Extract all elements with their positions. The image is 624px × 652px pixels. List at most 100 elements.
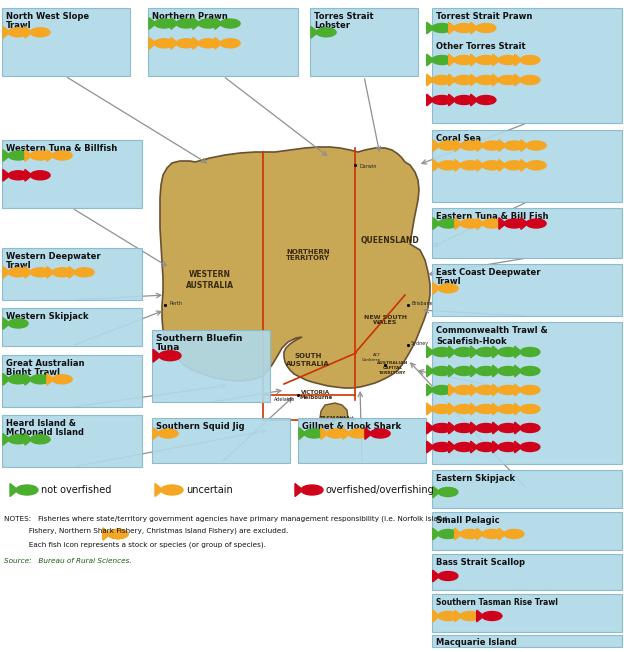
Polygon shape: [25, 27, 32, 38]
Text: Each fish icon represents a stock or species (or group of species).: Each fish icon represents a stock or spe…: [4, 541, 266, 548]
Polygon shape: [449, 365, 456, 377]
Text: Fishery, Northern Shark Fishery, Christmas Island Fishery) are excluded.: Fishery, Northern Shark Fishery, Christm…: [4, 528, 288, 535]
Ellipse shape: [520, 366, 540, 376]
Polygon shape: [493, 441, 500, 453]
Polygon shape: [455, 140, 462, 151]
Text: Heard Island &: Heard Island &: [6, 419, 76, 428]
Polygon shape: [477, 140, 484, 151]
Text: QUEENSLAND: QUEENSLAND: [361, 235, 419, 244]
Polygon shape: [449, 74, 456, 86]
Polygon shape: [343, 428, 350, 439]
Ellipse shape: [326, 429, 346, 438]
Ellipse shape: [432, 95, 452, 104]
Ellipse shape: [520, 443, 540, 451]
Ellipse shape: [460, 529, 480, 539]
Polygon shape: [433, 160, 440, 171]
Polygon shape: [321, 428, 328, 439]
Ellipse shape: [476, 95, 496, 104]
Ellipse shape: [482, 529, 502, 539]
Text: Eastern Tuna & Bill Fish: Eastern Tuna & Bill Fish: [436, 212, 548, 221]
Text: Torres Strait: Torres Strait: [314, 12, 374, 21]
Ellipse shape: [482, 141, 502, 150]
Ellipse shape: [432, 76, 452, 85]
Ellipse shape: [454, 348, 474, 357]
Polygon shape: [477, 610, 484, 622]
Polygon shape: [427, 365, 434, 377]
Ellipse shape: [498, 55, 518, 65]
Ellipse shape: [438, 141, 458, 150]
Ellipse shape: [520, 385, 540, 394]
Text: Hobart: Hobart: [337, 416, 354, 421]
Polygon shape: [470, 365, 478, 377]
Text: Gillnet & Hook Shark: Gillnet & Hook Shark: [302, 422, 401, 431]
Polygon shape: [470, 346, 478, 358]
Ellipse shape: [301, 485, 323, 495]
Ellipse shape: [504, 529, 524, 539]
Ellipse shape: [454, 424, 474, 432]
Polygon shape: [470, 422, 478, 434]
Ellipse shape: [52, 375, 72, 384]
Ellipse shape: [8, 151, 28, 160]
Ellipse shape: [108, 529, 128, 539]
Polygon shape: [171, 37, 178, 49]
Polygon shape: [493, 346, 500, 358]
Polygon shape: [427, 54, 434, 66]
Ellipse shape: [482, 612, 502, 621]
Text: WESTERN
AUSTRALIA: WESTERN AUSTRALIA: [186, 271, 234, 289]
Polygon shape: [427, 94, 434, 106]
Polygon shape: [493, 384, 500, 396]
Polygon shape: [3, 318, 10, 329]
Ellipse shape: [520, 55, 540, 65]
Polygon shape: [449, 346, 456, 358]
Ellipse shape: [438, 529, 458, 539]
Ellipse shape: [498, 76, 518, 85]
Polygon shape: [515, 74, 522, 86]
Bar: [432, 554, 622, 590]
Text: East Coast Deepwater: East Coast Deepwater: [436, 268, 540, 277]
Bar: [2, 415, 142, 467]
Ellipse shape: [476, 23, 496, 33]
Ellipse shape: [74, 268, 94, 277]
Ellipse shape: [476, 443, 496, 451]
Text: Western Skipjack: Western Skipjack: [6, 312, 89, 321]
Polygon shape: [3, 150, 10, 161]
Polygon shape: [3, 374, 10, 385]
Polygon shape: [320, 403, 348, 432]
Ellipse shape: [348, 429, 368, 438]
Text: Scalefish-Hook: Scalefish-Hook: [436, 337, 507, 346]
Bar: [432, 594, 622, 632]
Bar: [2, 248, 142, 300]
Polygon shape: [160, 147, 430, 388]
Text: Torrest Strait Prawn: Torrest Strait Prawn: [436, 12, 532, 21]
Ellipse shape: [498, 385, 518, 394]
Ellipse shape: [16, 485, 38, 495]
Polygon shape: [470, 403, 478, 415]
Polygon shape: [521, 160, 528, 171]
Polygon shape: [427, 22, 434, 34]
Polygon shape: [449, 422, 456, 434]
Polygon shape: [25, 150, 32, 161]
Ellipse shape: [520, 348, 540, 357]
Ellipse shape: [52, 151, 72, 160]
Polygon shape: [149, 37, 156, 49]
Polygon shape: [103, 528, 110, 540]
Polygon shape: [47, 150, 54, 161]
Ellipse shape: [476, 76, 496, 85]
Text: Brisbane: Brisbane: [411, 301, 432, 306]
Ellipse shape: [198, 19, 218, 28]
Text: Southern Tasman Rise Trawl: Southern Tasman Rise Trawl: [436, 598, 558, 607]
Text: Darwin: Darwin: [359, 164, 376, 169]
Polygon shape: [103, 528, 110, 540]
Text: Adelaide: Adelaide: [274, 397, 295, 402]
Polygon shape: [493, 422, 500, 434]
Bar: [2, 8, 130, 76]
Ellipse shape: [158, 429, 178, 438]
Polygon shape: [455, 160, 462, 171]
Text: Perth: Perth: [169, 301, 182, 306]
Polygon shape: [449, 403, 456, 415]
Bar: [432, 264, 622, 316]
Polygon shape: [470, 22, 478, 34]
Polygon shape: [149, 18, 156, 29]
Ellipse shape: [454, 23, 474, 33]
Bar: [432, 130, 622, 202]
